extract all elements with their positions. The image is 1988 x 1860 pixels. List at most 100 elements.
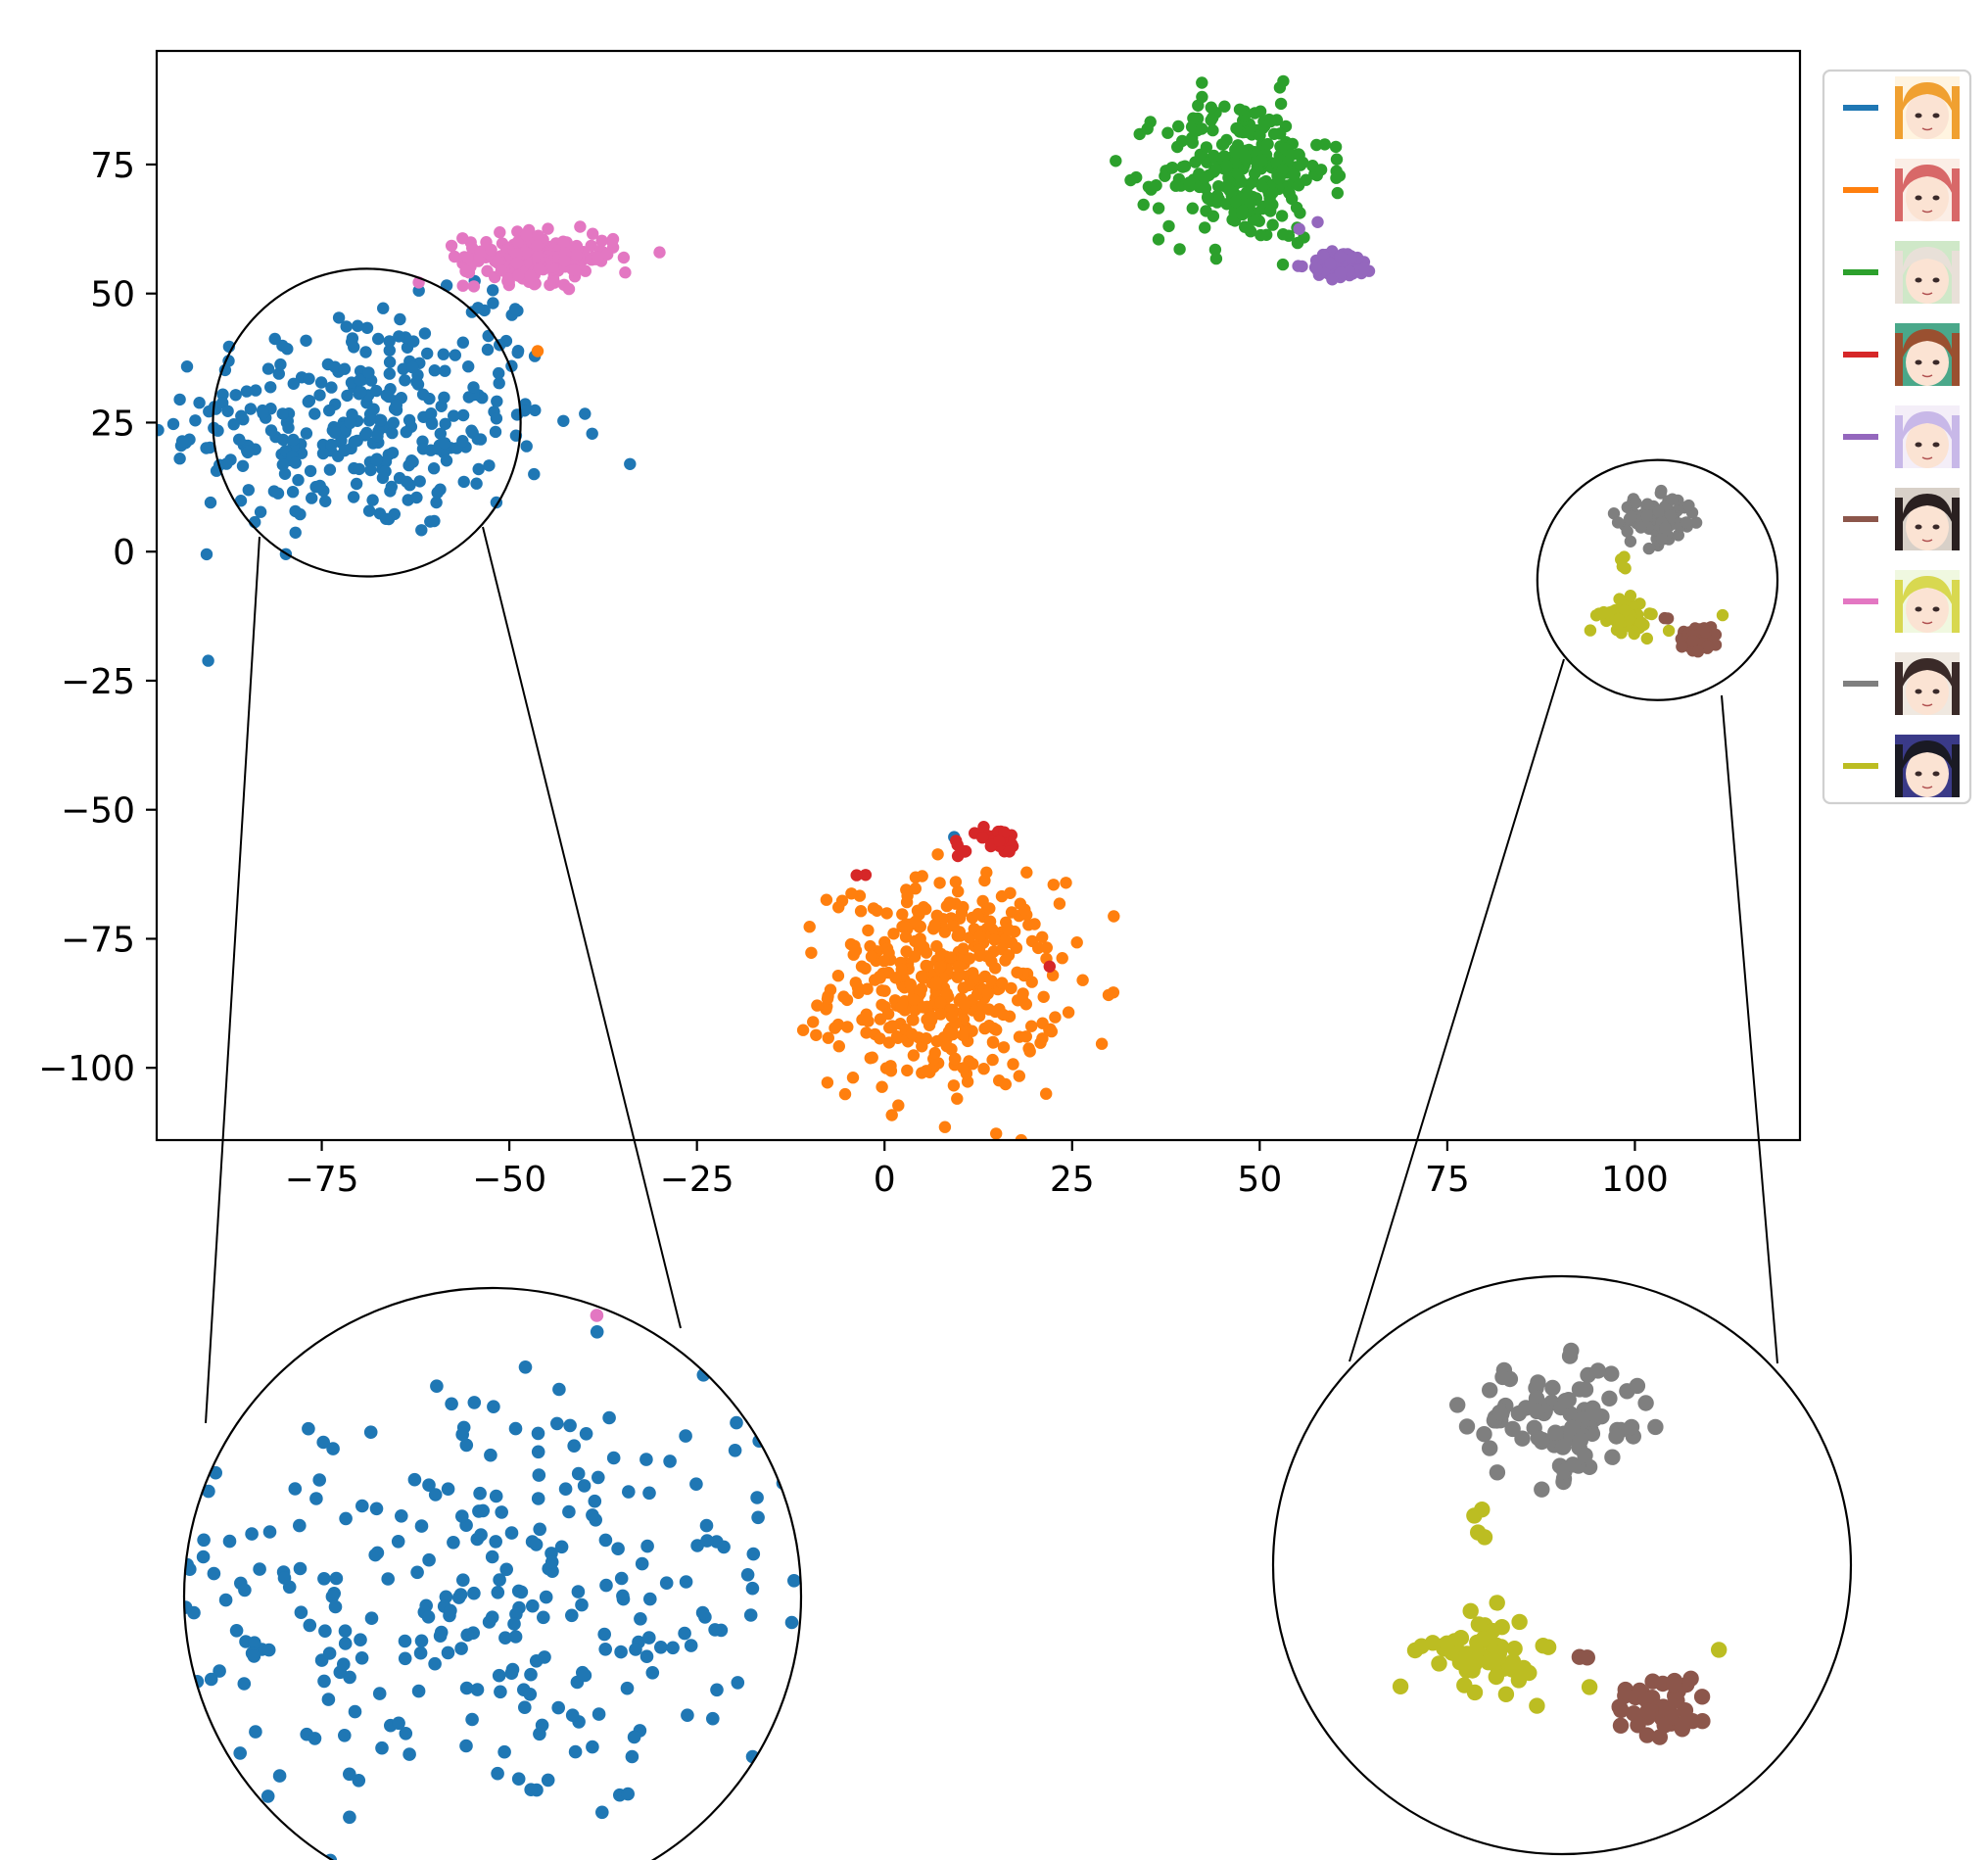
- zoom-point-series-6: [1693, 1689, 1711, 1705]
- zoom-point-series-1: [533, 1727, 546, 1741]
- point-series-3: [1331, 186, 1345, 200]
- zoom-point-series-1: [455, 1509, 469, 1523]
- point-series-1: [362, 366, 375, 379]
- point-series-1: [240, 385, 254, 398]
- point-series-3: [1192, 99, 1205, 113]
- zoom-point-series-8: [1577, 1447, 1593, 1464]
- point-series-1: [289, 526, 302, 539]
- point-series-1: [490, 412, 503, 425]
- point-series-2: [957, 1062, 970, 1074]
- point-series-1: [189, 414, 202, 427]
- point-series-1: [354, 373, 366, 387]
- point-series-2: [981, 987, 994, 1000]
- point-series-2: [846, 1072, 860, 1084]
- point-series-1: [264, 424, 278, 437]
- point-series-1: [489, 425, 502, 439]
- point-series-1: [413, 475, 426, 488]
- point-series-1: [457, 475, 470, 489]
- zoom-point-series-1: [318, 1624, 332, 1638]
- zoom-point-series-1: [602, 1410, 616, 1425]
- x-tick-label: −75: [285, 1160, 359, 1200]
- point-series-2: [943, 896, 956, 909]
- zoom-point-series-8: [1603, 1365, 1620, 1382]
- point-series-2: [909, 871, 923, 883]
- zoom-point-series-1: [441, 1482, 455, 1496]
- zoom-point-series-1: [578, 1668, 592, 1683]
- point-series-1: [204, 441, 216, 454]
- point-series-2: [951, 1092, 964, 1105]
- point-series-3: [1210, 189, 1224, 203]
- point-series-2: [837, 990, 850, 1003]
- point-series-8: [1689, 516, 1703, 529]
- y-tick-label: −75: [61, 920, 135, 960]
- point-series-1: [268, 332, 281, 346]
- zoom-point-series-1: [563, 1418, 577, 1433]
- point-series-2: [988, 933, 1001, 946]
- point-series-2: [997, 1008, 1010, 1022]
- point-series-1: [306, 492, 318, 504]
- point-series-8: [1655, 532, 1669, 545]
- zoom-point-series-1: [338, 1637, 353, 1650]
- zoom-point-series-1: [410, 1565, 424, 1580]
- zoom-point-series-1: [616, 1592, 631, 1606]
- zoom-point-series-1: [699, 1518, 714, 1533]
- x-tick-label: −50: [472, 1160, 546, 1200]
- point-series-1: [364, 463, 377, 477]
- zoom-point-series-9: [1460, 1651, 1477, 1668]
- point-series-2: [1102, 988, 1115, 1002]
- point-series-1: [377, 302, 390, 314]
- point-series-3: [1272, 172, 1285, 185]
- zoom-point-series-1: [422, 1552, 436, 1567]
- point-series-2: [884, 1060, 897, 1073]
- zoom-inset-circle: [1271, 1274, 1853, 1856]
- point-series-3: [1266, 186, 1279, 199]
- legend-thumbnail-face-icon: [1895, 488, 1960, 550]
- point-series-1: [282, 421, 295, 434]
- point-series-3: [1329, 140, 1343, 154]
- point-series-2: [860, 1026, 873, 1039]
- zoom-point-series-6: [1612, 1717, 1630, 1735]
- point-series-1: [410, 491, 423, 504]
- point-series-7: [459, 264, 472, 278]
- point-series-1: [508, 303, 522, 315]
- zoom-point-series-1: [526, 1598, 540, 1613]
- zoom-point-series-1: [293, 1561, 308, 1576]
- point-series-2: [900, 921, 914, 934]
- point-series-2: [996, 977, 1009, 989]
- zoom-point-series-1: [465, 1712, 479, 1727]
- point-series-3: [1310, 138, 1323, 152]
- point-series-1: [370, 384, 383, 398]
- point-series-2: [983, 902, 996, 915]
- point-series-2: [1036, 930, 1049, 943]
- point-series-6: [1691, 645, 1705, 658]
- point-series-1: [399, 374, 411, 387]
- point-series-2: [938, 926, 951, 938]
- zoom-point-series-9: [1392, 1678, 1409, 1695]
- zoom-point-series-1: [247, 1636, 261, 1649]
- zoom-point-series-1: [454, 1642, 468, 1655]
- zoom-point-series-1: [599, 1578, 613, 1593]
- point-series-2: [908, 950, 922, 963]
- zoom-point-series-1: [294, 1605, 308, 1619]
- point-series-2: [1010, 941, 1023, 954]
- point-series-9: [1597, 605, 1610, 619]
- zoom-point-series-1: [589, 1513, 602, 1527]
- point-series-7: [510, 257, 524, 269]
- point-series-2: [995, 889, 1009, 903]
- zoom-point-series-1: [629, 1643, 642, 1656]
- zoom-point-series-8: [1476, 1426, 1492, 1443]
- point-series-2: [990, 1127, 1003, 1140]
- zoom-point-series-9: [1462, 1602, 1479, 1620]
- point-series-2: [940, 987, 953, 1000]
- point-series-1: [350, 477, 363, 491]
- point-series-2: [957, 942, 970, 955]
- zoom-point-series-1: [338, 1624, 353, 1638]
- point-series-3: [1286, 192, 1299, 206]
- zoom-point-series-1: [411, 1684, 426, 1698]
- point-series-3: [1264, 205, 1277, 217]
- point-series-3: [1208, 243, 1222, 257]
- zoom-point-series-1: [343, 1670, 356, 1685]
- zoom-point-series-9: [1515, 1659, 1533, 1677]
- zoom-point-series-1: [645, 1314, 660, 1329]
- zoom-point-series-1: [614, 1571, 629, 1586]
